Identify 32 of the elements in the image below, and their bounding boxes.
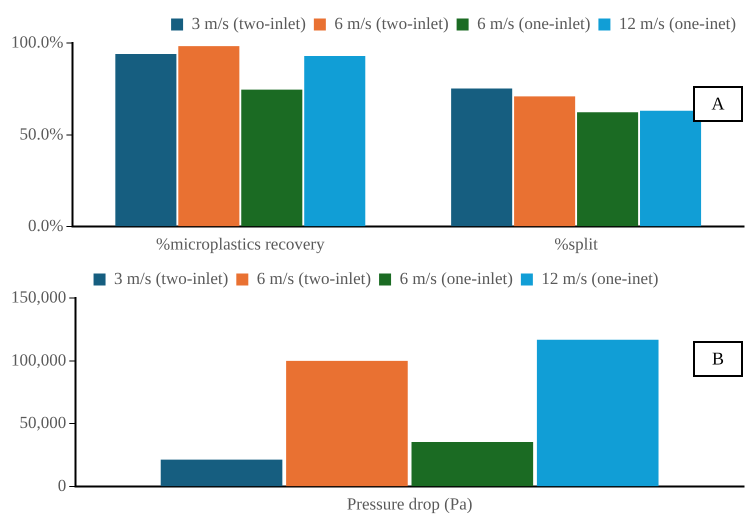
- x-tick-label: Pressure drop (Pa): [346, 494, 472, 514]
- y-tick-label: 100,000: [11, 350, 66, 370]
- bar: [412, 442, 534, 486]
- legend-label: 6 m/s (one-inlet): [400, 268, 513, 288]
- y-tick-label: 50,000: [20, 413, 66, 432]
- bar: [160, 460, 282, 486]
- y-tick-label: 150,000: [11, 287, 66, 306]
- annotation: A: [712, 94, 724, 114]
- y-tick-label: 50.0%: [19, 124, 64, 144]
- bar: [577, 112, 638, 226]
- bar: [178, 46, 240, 226]
- bar: [536, 340, 659, 486]
- bar: [451, 88, 512, 226]
- bar: [286, 360, 408, 486]
- y-tick-label: 100.0%: [10, 32, 64, 52]
- bar: [304, 56, 366, 226]
- bar: [640, 110, 702, 226]
- y-tick-label: 0: [58, 476, 66, 496]
- x-tick-label: %microplastics recovery: [156, 234, 326, 254]
- legend-label: 6 m/s (two-inlet): [256, 268, 372, 288]
- annotation: B: [712, 348, 724, 369]
- bar: [241, 90, 302, 226]
- legend-label: 6 m/s (one-inlet): [477, 14, 590, 33]
- bar: [514, 96, 576, 226]
- legend-label: 6 m/s (two-inlet): [334, 14, 449, 33]
- x-tick-label: %split: [554, 234, 598, 254]
- bar: [115, 54, 176, 226]
- legend-label: 12 m/s (one-inet): [618, 14, 736, 33]
- legend-label: 3 m/s (two-inlet): [192, 14, 306, 33]
- legend-label: 12 m/s (one-inet): [541, 268, 658, 288]
- legend-label: 3 m/s (two-inlet): [114, 268, 228, 288]
- y-tick-label: 0.0%: [28, 216, 64, 236]
